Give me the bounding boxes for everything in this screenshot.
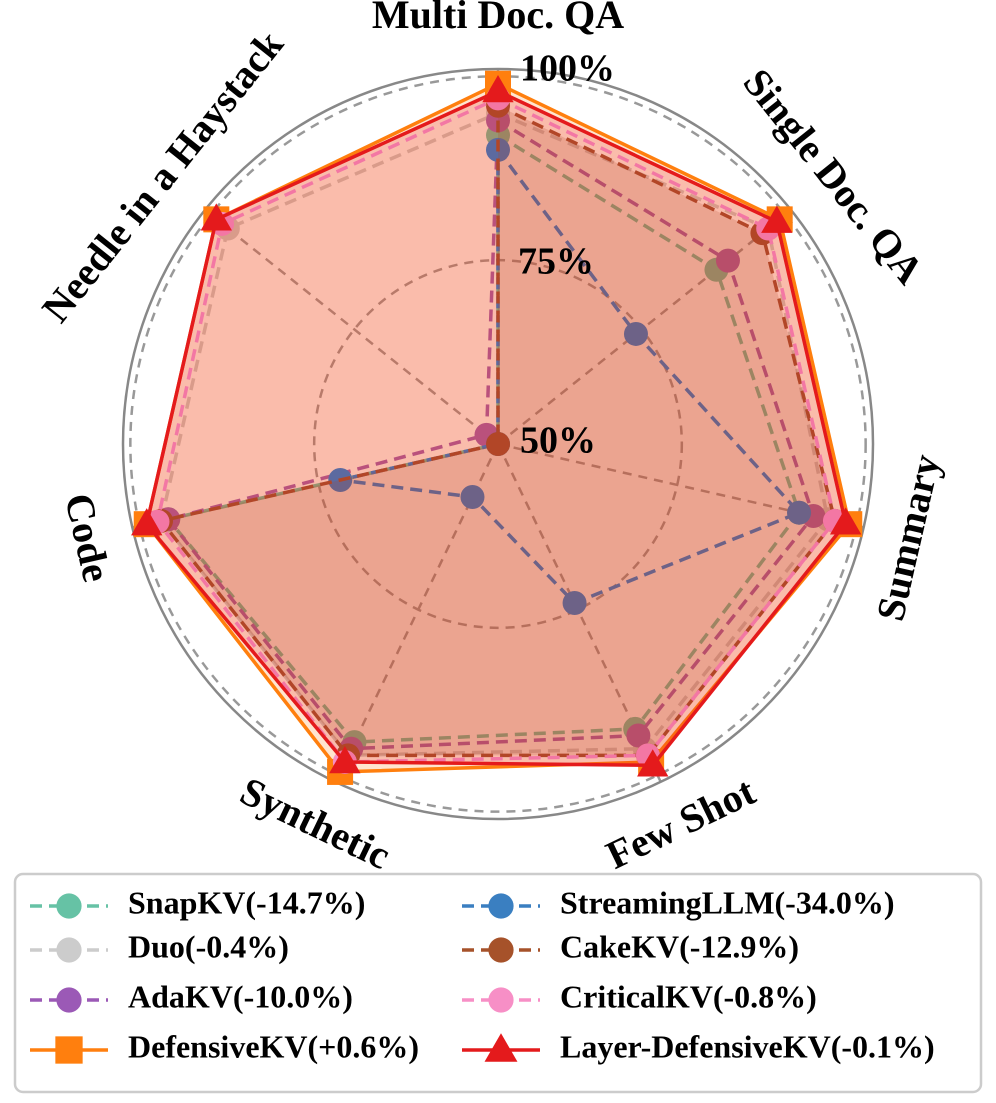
series-line-snapkv-14-7 [166,133,801,744]
legend-marker-defensivekv-0-6 [55,1036,83,1064]
legend-marker-adakv-10-0 [56,987,82,1013]
series-layer-defensivekv-0-1 [131,75,862,777]
point-adakv-10-0-single-doc-qa [715,248,740,273]
legend-label-snapkv-14-7: SnapKV(-14.7%) [128,884,365,920]
radial-tick-label-75: 75% [518,241,594,283]
radar-spoke-single-doc-qa [497,209,792,445]
legend-item-snapkv-14-7: SnapKV(-14.7%) [30,884,365,920]
point-layer-defensivekv-0-1-summary [829,507,862,535]
series-line-cakekv-12-9 [159,104,837,758]
legend-marker-duo-0-4 [56,937,82,963]
legend-item-criticalkv-0-8: CriticalKV(-0.8%) [462,978,817,1014]
legend-label-cakekv-12-9: CakeKV(-12.9%) [560,928,799,964]
legend-label-defensivekv-0-6: DefensiveKV(+0.6%) [128,1028,419,1064]
legend-marker-streamingllm-34-0 [488,893,514,919]
legend-marker-cakekv-12-9 [488,937,514,963]
radar-spoke-needle-in-a-haystack [204,209,499,445]
category-label-summary: Summary [867,450,949,625]
point-streamingllm-34-0-single-doc-qa [623,321,648,346]
legend-frame [13,872,983,1094]
legend-label-layer-defensivekv-0-1: Layer-DefensiveKV(-0.1%) [560,1028,935,1064]
legend-item-duo-0-4: Duo(-0.4%) [30,928,289,964]
point-streamingllm-34-0-synthetic [460,484,485,509]
legend-item-streamingllm-34-0: StreamingLLM(-34.0%) [462,884,894,920]
point-streamingllm-34-0-summary [787,500,812,525]
legend-marker-snapkv-14-7 [56,893,82,919]
radar-outer-frame [121,67,875,821]
legend-label-duo-0-4: Duo(-0.4%) [128,928,289,964]
radial-tick-label-50: 50% [520,420,596,462]
point-layer-defensivekv-0-1-needle-in-a-haystack [200,203,232,231]
legend-item-layer-defensivekv-0-1: Layer-DefensiveKV(-0.1%) [462,1028,935,1064]
category-label-synthetic: Synthetic [234,768,398,878]
point-layer-defensivekv-0-1-multi-doc-qa [482,75,514,103]
legend-label-streamingllm-34-0: StreamingLLM(-34.0%) [560,884,894,920]
legend: SnapKV(-14.7%) Duo(-0.4%) AdaKV(-10.0%) Def… [13,872,983,1094]
series-line-adakv-10-0 [166,118,816,751]
series-fill-layer-defensivekv-0-1 [146,91,846,766]
legend-marker-criticalkv-0-8 [488,987,514,1013]
point-layer-defensivekv-0-1-single-doc-qa [761,205,793,233]
point-layer-defensivekv-0-1-few-shot [637,749,669,777]
legend-label-criticalkv-0-8: CriticalKV(-0.8%) [560,978,817,1014]
point-layer-defensivekv-0-1-synthetic [329,745,361,774]
legend-label-adakv-10-0: AdaKV(-10.0%) [128,978,353,1014]
point-cakekv-12-9-needle-in-a-haystack [486,432,510,456]
legend-marker-layer-defensivekv-0-1 [484,1033,518,1062]
series-line-layer-defensivekv-0-1 [144,89,848,768]
category-label-multi-doc-qa: Multi Doc. QA [372,0,624,37]
series-line-criticalkv-0-8 [155,96,837,764]
legend-item-defensivekv-0-6: DefensiveKV(+0.6%) [30,1028,419,1064]
radar-spoke-synthetic [334,443,500,783]
category-label-code: Code [56,489,120,586]
legend-item-cakekv-12-9: CakeKV(-12.9%) [462,928,799,964]
legend-item-adakv-10-0: AdaKV(-10.0%) [30,978,353,1014]
point-streamingllm-34-0-few-shot [562,590,587,615]
category-label-few-shot: Few Shot [599,768,762,878]
point-adakv-10-0-few-shot [626,723,651,748]
radial-tick-label-100: 100% [520,48,615,90]
point-layer-defensivekv-0-1-code [131,508,163,536]
